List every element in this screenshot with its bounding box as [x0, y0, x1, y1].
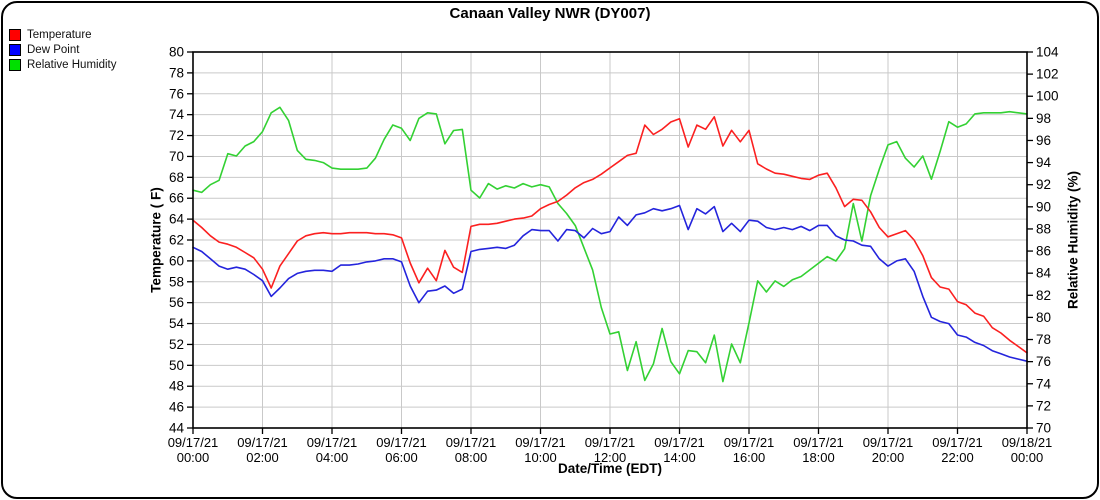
svg-text:72: 72	[1036, 398, 1051, 413]
svg-text:70: 70	[1036, 421, 1051, 436]
svg-text:09/17/21: 09/17/21	[515, 435, 566, 450]
svg-text:74: 74	[169, 107, 185, 122]
temperature-line	[192, 116, 1028, 354]
svg-text:09/17/21: 09/17/21	[307, 435, 358, 450]
svg-text:98: 98	[1036, 111, 1051, 126]
svg-text:94: 94	[1036, 155, 1052, 170]
svg-text:09/18/21: 09/18/21	[1002, 435, 1053, 450]
svg-text:102: 102	[1036, 67, 1059, 82]
svg-text:06:00: 06:00	[385, 450, 418, 465]
svg-text:16:00: 16:00	[733, 450, 766, 465]
svg-text:78: 78	[1036, 332, 1051, 347]
relative-humidity-swatch-icon	[9, 58, 21, 71]
right-axis-ticks: 104 102 100 98 96 94 92 90 88 86 84 82 80 78 76 74 72 70	[1027, 45, 1059, 436]
legend-item-dew-point: Dew Point	[9, 42, 116, 57]
dew-point-line	[192, 204, 1028, 363]
x-axis-title: Date/Time (EDT)	[557, 461, 663, 476]
svg-text:84: 84	[1036, 266, 1052, 281]
svg-text:90: 90	[1036, 199, 1051, 214]
svg-text:48: 48	[169, 379, 184, 394]
svg-text:80: 80	[169, 45, 184, 60]
svg-text:92: 92	[1036, 177, 1051, 192]
svg-text:09/17/21: 09/17/21	[793, 435, 844, 450]
svg-text:104: 104	[1036, 45, 1059, 60]
svg-text:100: 100	[1036, 89, 1059, 104]
svg-text:56: 56	[169, 295, 184, 310]
svg-text:08:00: 08:00	[455, 450, 488, 465]
svg-text:50: 50	[169, 358, 184, 373]
svg-text:62: 62	[169, 233, 184, 248]
svg-text:80: 80	[1036, 310, 1051, 325]
svg-text:09/17/21: 09/17/21	[446, 435, 497, 450]
left-axis-ticks: 80 78 76 74 72 70 68 66 64 62 60 58 56 54 52 50 48 46 44	[169, 45, 193, 436]
svg-text:09/17/21: 09/17/21	[376, 435, 427, 450]
svg-text:66: 66	[169, 191, 184, 206]
svg-text:54: 54	[169, 316, 185, 331]
svg-text:70: 70	[169, 149, 184, 164]
svg-text:00:00: 00:00	[177, 450, 210, 465]
dew-point-swatch-icon	[9, 43, 21, 56]
x-axis-ticks: 09/17/2100:0009/17/2102:0009/17/2104:000…	[168, 428, 1053, 465]
svg-text:60: 60	[169, 253, 184, 268]
legend-item-relative-humidity: Relative Humidity	[9, 57, 116, 72]
svg-text:12:00: 12:00	[594, 450, 627, 465]
svg-text:09/17/21: 09/17/21	[585, 435, 636, 450]
svg-text:74: 74	[1036, 376, 1052, 391]
svg-text:44: 44	[169, 421, 185, 436]
svg-text:09/17/21: 09/17/21	[724, 435, 775, 450]
svg-text:10:00: 10:00	[524, 450, 557, 465]
chart-title: Canaan Valley NWR (DY007)	[449, 5, 651, 22]
svg-text:04:00: 04:00	[316, 450, 349, 465]
svg-text:00:00: 00:00	[1011, 450, 1044, 465]
svg-text:09/17/21: 09/17/21	[237, 435, 288, 450]
svg-text:46: 46	[169, 400, 184, 415]
legend: Temperature Dew Point Relative Humidity	[9, 27, 116, 72]
svg-text:09/17/21: 09/17/21	[168, 435, 219, 450]
humidity-line	[192, 106, 1028, 383]
legend-item-temperature: Temperature	[9, 27, 116, 42]
legend-label-relative-humidity: Relative Humidity	[27, 58, 117, 71]
svg-text:82: 82	[1036, 288, 1051, 303]
svg-text:76: 76	[1036, 354, 1051, 369]
legend-label-temperature: Temperature	[27, 28, 92, 41]
svg-text:09/17/21: 09/17/21	[863, 435, 914, 450]
svg-text:22:00: 22:00	[941, 450, 974, 465]
svg-text:14:00: 14:00	[663, 450, 696, 465]
svg-text:64: 64	[169, 212, 185, 227]
svg-text:58: 58	[169, 274, 184, 289]
svg-text:09/17/21: 09/17/21	[654, 435, 705, 450]
gridlines	[193, 52, 1027, 428]
svg-text:88: 88	[1036, 221, 1051, 236]
svg-text:96: 96	[1036, 133, 1051, 148]
temperature-swatch-icon	[9, 28, 21, 41]
svg-text:20:00: 20:00	[872, 450, 905, 465]
svg-text:86: 86	[1036, 244, 1051, 259]
svg-text:76: 76	[169, 86, 184, 101]
legend-label-dew-point: Dew Point	[27, 43, 80, 56]
svg-text:52: 52	[169, 337, 184, 352]
svg-text:18:00: 18:00	[802, 450, 835, 465]
svg-text:68: 68	[169, 170, 184, 185]
svg-text:72: 72	[169, 128, 184, 143]
svg-text:02:00: 02:00	[246, 450, 279, 465]
svg-text:09/17/21: 09/17/21	[932, 435, 983, 450]
svg-text:78: 78	[169, 65, 184, 80]
